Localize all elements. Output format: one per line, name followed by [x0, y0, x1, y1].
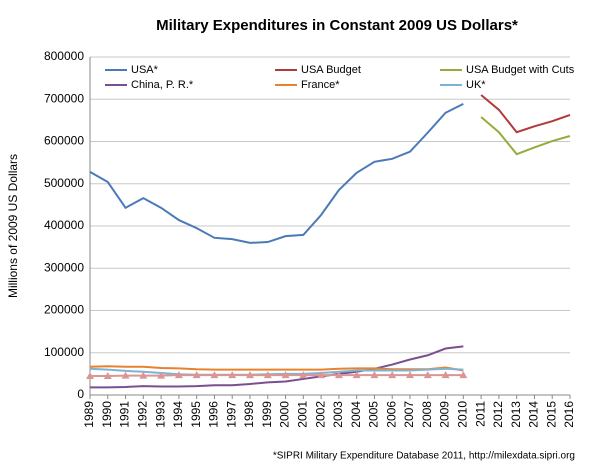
y-axis-label: Millions of 2009 US Dollars	[6, 154, 20, 298]
series-line	[89, 103, 464, 244]
x-tick-label: 2015	[544, 401, 558, 428]
x-tick-label: 1999	[260, 401, 274, 428]
x-tick-label: 2005	[367, 401, 381, 428]
marker	[157, 371, 166, 379]
x-tick-label: 2000	[278, 401, 292, 428]
marker	[228, 371, 237, 379]
x-tick-label: 2003	[331, 401, 345, 428]
marker	[121, 371, 130, 379]
x-tick-label: 1998	[242, 401, 256, 428]
y-tick-label: 300000	[44, 260, 84, 274]
chart-title: Military Expenditures in Constant 2009 U…	[156, 17, 518, 34]
marker	[281, 371, 290, 379]
marker	[103, 371, 112, 379]
marker	[406, 371, 414, 379]
legend-label: France*	[301, 79, 340, 91]
marker	[441, 371, 450, 379]
x-tick-label: 1997	[224, 401, 238, 428]
marker	[210, 371, 219, 379]
x-tick-label: 1992	[136, 401, 150, 428]
x-tick-label: 2001	[296, 401, 310, 428]
y-tick-label: 800000	[44, 49, 84, 63]
x-tick-label: 2010	[456, 401, 470, 428]
series-line	[90, 345, 464, 389]
x-tick-label: 1994	[171, 401, 185, 428]
x-tick-label: 2007	[402, 401, 416, 428]
x-tick-label: 1993	[153, 401, 167, 428]
x-tick-label: 2006	[384, 401, 398, 428]
legend-label: USA Budget with Cuts	[466, 64, 575, 76]
x-tick-label: 1990	[100, 401, 114, 428]
legend-label: USA*	[131, 64, 159, 76]
x-tick-label: 1991	[118, 401, 132, 428]
legend-label: USA Budget	[301, 64, 361, 76]
marker	[370, 371, 379, 379]
legend-label: UK*	[466, 79, 486, 91]
marker	[352, 371, 361, 379]
x-tick-label: 2013	[509, 401, 523, 428]
legend-label: China, P. R.*	[131, 79, 194, 91]
y-tick-label: 100000	[44, 345, 84, 359]
marker	[139, 371, 148, 379]
x-tick-label: 2016	[562, 401, 576, 428]
x-tick-label: 2009	[438, 401, 452, 428]
marker	[246, 371, 254, 379]
footnote: *SIPRI Military Expenditure Database 201…	[273, 451, 575, 462]
series-line	[89, 365, 464, 372]
x-tick-label: 1989	[82, 401, 96, 428]
series-line	[89, 367, 464, 376]
marker	[86, 371, 94, 379]
x-tick-label: 2002	[313, 401, 327, 428]
marker	[263, 371, 272, 379]
x-tick-label: 2004	[349, 401, 363, 428]
y-tick-label: 0	[77, 387, 84, 401]
marker	[388, 371, 397, 379]
marker	[459, 371, 468, 379]
marker	[299, 371, 308, 379]
x-tick-label: 2011	[473, 401, 487, 427]
marker	[192, 371, 201, 379]
x-tick-label: 2012	[491, 401, 505, 428]
marker	[174, 371, 183, 379]
x-tick-label: 1996	[207, 401, 221, 428]
series-line	[90, 374, 464, 377]
x-tick-label: 2008	[420, 401, 434, 428]
y-tick-label: 200000	[44, 303, 84, 317]
y-tick-label: 500000	[44, 176, 84, 190]
x-tick-label: 1995	[189, 401, 203, 428]
marker	[423, 371, 432, 379]
y-tick-label: 600000	[44, 134, 84, 148]
marker	[334, 371, 343, 379]
marker	[317, 371, 326, 379]
series-line	[480, 94, 571, 134]
y-tick-label: 700000	[44, 91, 84, 105]
x-tick-label: 2014	[527, 401, 541, 428]
series-line	[480, 116, 571, 156]
y-tick-label: 400000	[44, 218, 84, 232]
